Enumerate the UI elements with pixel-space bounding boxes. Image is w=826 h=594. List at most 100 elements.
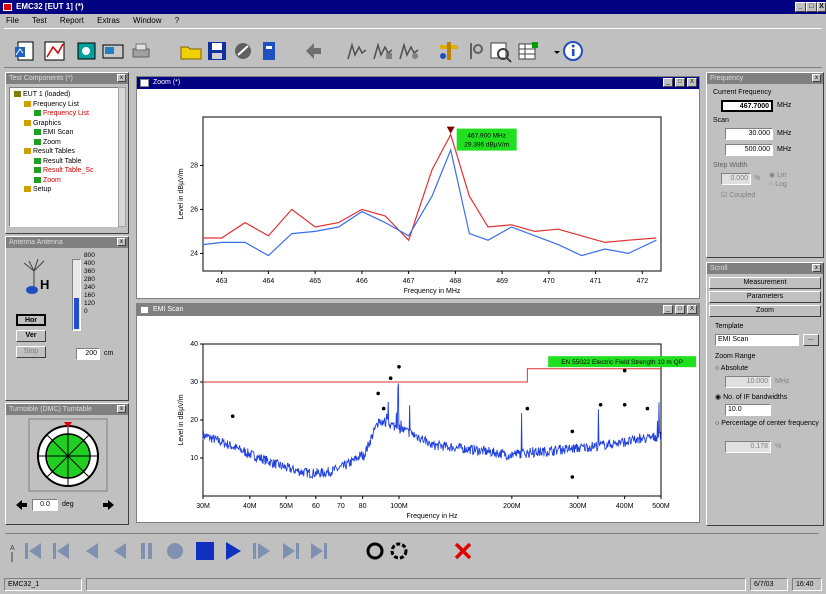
zoom-minimize-button[interactable]: _: [663, 78, 673, 87]
scan-3-icon[interactable]: [396, 39, 422, 63]
maximize-button[interactable]: □: [806, 2, 817, 12]
template-browse-button[interactable]: ...: [803, 334, 819, 346]
tree-item[interactable]: Frequency List: [14, 100, 118, 110]
coupled-checkbox[interactable]: ☑ Coupled: [721, 192, 756, 199]
rewind-icon[interactable]: [80, 540, 102, 564]
table-icon[interactable]: [516, 39, 542, 63]
tab-parameters[interactable]: Parameters: [709, 291, 821, 303]
tree-item[interactable]: Zoom: [14, 138, 118, 148]
tree-item[interactable]: Result Table_Sc: [14, 166, 118, 176]
scan-1-icon[interactable]: [344, 39, 370, 63]
tree-item[interactable]: EMI Scan: [14, 128, 118, 138]
zoom-close-button[interactable]: X: [687, 78, 697, 87]
scan-2-icon[interactable]: [370, 39, 396, 63]
menu-help[interactable]: ?: [174, 16, 180, 25]
back-icon[interactable]: [300, 39, 326, 63]
no-if-radio[interactable]: ◉ No. of IF bandwidths: [715, 394, 788, 401]
tab-measurement[interactable]: Measurement: [709, 277, 821, 289]
next-marker-icon[interactable]: [280, 540, 302, 564]
absolute-input[interactable]: 10.000: [725, 376, 771, 388]
device-icon[interactable]: [74, 39, 100, 63]
play-icon[interactable]: [222, 540, 244, 564]
continuous-cycle-icon[interactable]: [388, 540, 410, 564]
dropdown-icon[interactable]: [544, 39, 560, 63]
tree-item[interactable]: EUT 1 (loaded): [14, 90, 118, 100]
peak-marker: [388, 376, 393, 380]
close-panel-icon[interactable]: x: [812, 264, 821, 272]
marker-icon[interactable]: [462, 39, 488, 63]
close-panel-icon[interactable]: x: [117, 238, 126, 246]
stop-antenna-button[interactable]: Stop: [16, 346, 46, 358]
template-input[interactable]: EMI Scan: [715, 334, 799, 346]
status-session: EMC32_1: [4, 578, 82, 591]
scale-tick: 800: [84, 252, 95, 259]
zoom-maximize-button[interactable]: □: [675, 78, 685, 87]
percentage-input[interactable]: 0.178: [725, 441, 771, 453]
tree-scrollbar[interactable]: [118, 87, 126, 227]
tree-item[interactable]: Graphics: [14, 119, 118, 129]
percentage-radio[interactable]: ○ Percentage of center frequency: [715, 420, 819, 427]
absolute-radio[interactable]: ○ Absolute: [715, 365, 749, 372]
menu-test[interactable]: Test: [31, 16, 47, 25]
x-axis-label: Frequency in MHz: [404, 288, 461, 295]
new-test-icon[interactable]: [12, 39, 38, 63]
abort-icon[interactable]: [452, 540, 474, 564]
instrument-icon[interactable]: [100, 39, 126, 63]
printer-icon[interactable]: [128, 39, 154, 63]
rotate-right-icon[interactable]: [102, 498, 116, 512]
tree-item[interactable]: Result Tables: [14, 147, 118, 157]
tree-item[interactable]: Setup: [14, 185, 118, 195]
menu-file[interactable]: File: [6, 16, 19, 25]
emi-minimize-button[interactable]: _: [663, 305, 673, 314]
graphics-icon[interactable]: [42, 39, 68, 63]
pause-icon[interactable]: [136, 540, 158, 564]
record-icon[interactable]: [164, 540, 186, 564]
last-icon[interactable]: [308, 540, 330, 564]
scan-stop-input[interactable]: 500.000: [725, 144, 773, 156]
close-panel-icon[interactable]: x: [117, 405, 126, 413]
scan-start-input[interactable]: 30.000: [725, 128, 773, 140]
lin-radio[interactable]: ◉ Lin: [769, 172, 787, 179]
tree-item[interactable]: Zoom: [14, 176, 118, 186]
emi-close-button[interactable]: X: [687, 305, 697, 314]
y-tick-label: 24: [190, 250, 198, 257]
turntable-dial[interactable]: [28, 418, 108, 492]
single-cycle-icon[interactable]: [364, 540, 386, 564]
height-input[interactable]: 200: [76, 348, 100, 360]
tab-zoom[interactable]: Zoom: [709, 305, 821, 317]
report-icon[interactable]: [256, 39, 282, 63]
step-back-icon[interactable]: [108, 540, 130, 564]
no-if-input[interactable]: 10.0: [725, 404, 771, 416]
log-radio[interactable]: ○ Log: [769, 181, 787, 188]
prev-marker-icon[interactable]: [50, 540, 72, 564]
antenna-height-fill: [74, 297, 79, 329]
menu-report[interactable]: Report: [59, 16, 84, 25]
positioner-icon[interactable]: [436, 39, 462, 63]
ver-button[interactable]: Ver: [16, 330, 46, 342]
menu-window[interactable]: Window: [133, 16, 162, 25]
zoom-icon[interactable]: [488, 39, 514, 63]
height-unit: cm: [104, 350, 114, 357]
step-width-input[interactable]: 0.000: [721, 173, 751, 185]
current-frequency-input[interactable]: 467.7000: [721, 100, 773, 112]
close-button[interactable]: X: [817, 2, 826, 12]
stop-icon[interactable]: [194, 540, 216, 564]
step-forward-icon[interactable]: [250, 540, 272, 564]
save-icon[interactable]: [204, 39, 230, 63]
first-icon[interactable]: [22, 540, 44, 564]
x-tick-label: 463: [216, 278, 228, 285]
minimize-button[interactable]: _: [795, 2, 806, 12]
open-folder-icon[interactable]: [178, 39, 204, 63]
close-panel-icon[interactable]: x: [117, 74, 126, 82]
angle-input[interactable]: 0.0: [32, 499, 58, 511]
emi-maximize-button[interactable]: □: [675, 305, 685, 314]
antenna-height-slider[interactable]: [72, 259, 81, 331]
info-icon[interactable]: [560, 39, 586, 63]
hor-button[interactable]: Hor: [16, 314, 46, 326]
settings-icon[interactable]: [230, 39, 256, 63]
menu-extras[interactable]: Extras: [97, 16, 120, 25]
close-panel-icon[interactable]: x: [812, 74, 821, 82]
tree-item[interactable]: Frequency List: [14, 109, 118, 119]
rotate-left-icon[interactable]: [14, 498, 28, 512]
tree-item[interactable]: Result Table: [14, 157, 118, 167]
